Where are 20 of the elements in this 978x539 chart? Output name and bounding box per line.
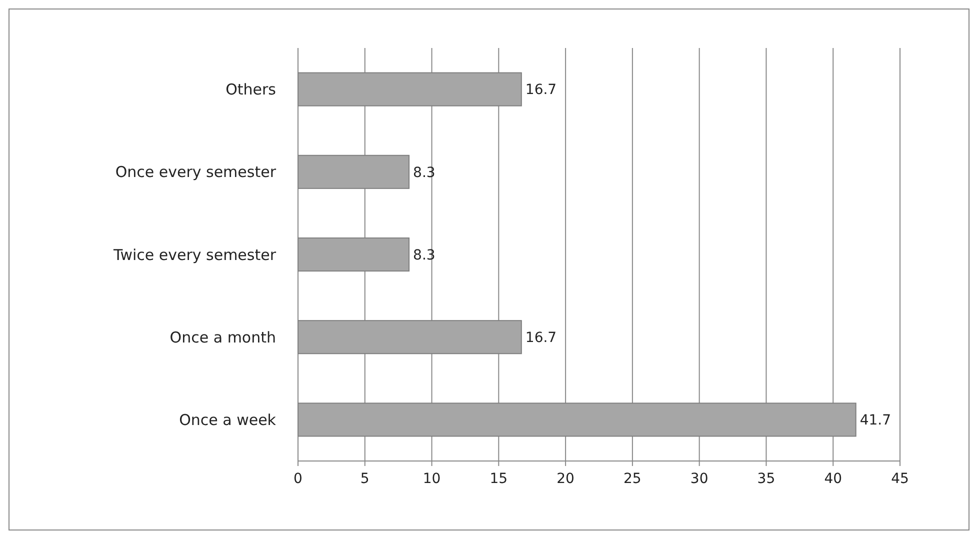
x-tick-label: 25 — [624, 471, 642, 487]
x-tick-label: 45 — [891, 471, 909, 487]
y-tick-label: Twice every semester — [112, 246, 277, 264]
y-tick-label: Once a week — [179, 410, 276, 429]
y-tick-label: Others — [226, 80, 276, 99]
data-label: 16.7 — [525, 330, 557, 346]
data-label: 8.3 — [413, 247, 436, 264]
x-tick-label: 30 — [690, 471, 708, 487]
x-tick-label: 15 — [490, 471, 508, 487]
y-tick-label: Once every semester — [115, 163, 277, 182]
x-tick-label: 20 — [556, 471, 574, 487]
y-tick-label: Once a month — [170, 328, 276, 346]
data-label: 16.7 — [525, 82, 557, 98]
x-tick-label: 10 — [422, 471, 441, 487]
data-label: 41.7 — [860, 412, 892, 429]
data-label: 8.3 — [413, 164, 436, 181]
x-tick-label: 5 — [360, 471, 370, 487]
x-tick-label: 40 — [824, 471, 842, 487]
x-tick-label: 35 — [757, 471, 776, 487]
x-tick-label: 0 — [294, 471, 302, 487]
